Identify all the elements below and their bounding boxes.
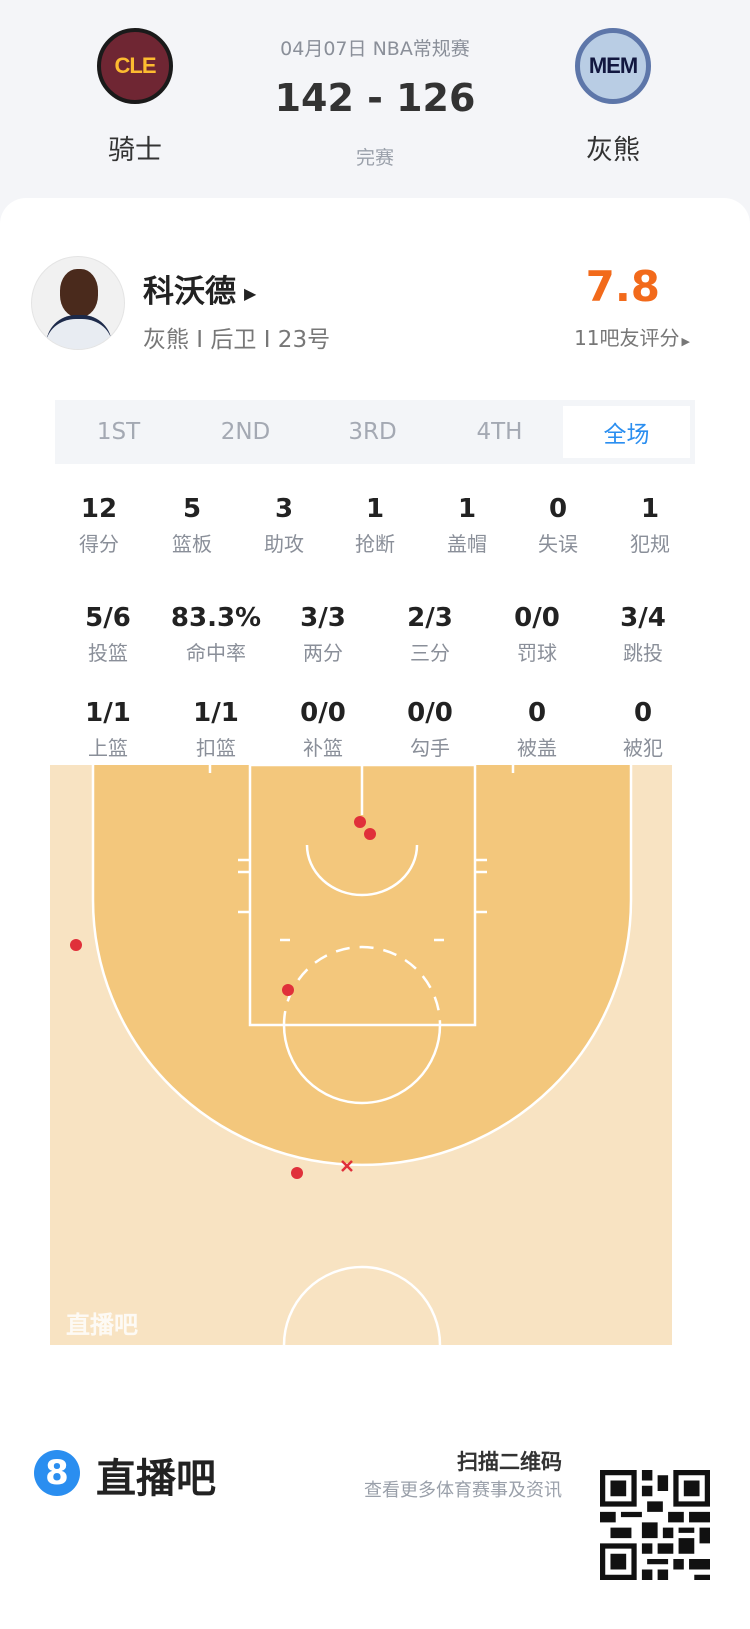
stat-label: 两分	[303, 641, 343, 665]
stat-value: 5	[182, 494, 202, 524]
stat-value: 0	[527, 698, 547, 728]
stat-value: 5/6	[85, 603, 131, 633]
stat-value: 83.3%	[170, 603, 262, 633]
stat-label: 篮板	[172, 532, 212, 556]
tab-full-game[interactable]: 全场	[563, 406, 690, 458]
stat-label: 被犯	[623, 736, 663, 760]
stat-value: 0/0	[514, 603, 560, 633]
mem-logo: MEM	[575, 28, 651, 104]
stat-value: 3	[274, 494, 294, 524]
three-point-area	[93, 765, 631, 1165]
home-team[interactable]: CLE 骑士	[75, 28, 195, 167]
stat-label: 投篮	[88, 641, 128, 665]
shot-made	[291, 1167, 303, 1179]
player-name: 科沃德	[143, 274, 236, 310]
brand-name: 直播吧	[96, 1456, 216, 1502]
court-lines	[91, 765, 633, 1345]
match-score: 142 - 126	[274, 76, 476, 120]
stat-rebounds: 5 篮板	[137, 494, 247, 557]
stat-value: 0/0	[407, 698, 453, 728]
stat-value: 1/1	[85, 698, 131, 728]
stat-dunk: 1/1 扣篮	[161, 698, 271, 761]
stat-value: 1/1	[193, 698, 239, 728]
stat-3pt: 2/3 三分	[375, 603, 485, 666]
stat-label: 三分	[410, 641, 450, 665]
shot-made	[354, 816, 366, 828]
stat-assists: 3 助攻	[229, 494, 339, 557]
stat-label: 罚球	[517, 641, 557, 665]
period-tabs: 1ST 2ND 3RD 4TH 全场	[55, 400, 695, 464]
stat-value: 0/0	[300, 698, 346, 728]
shot-made	[70, 939, 82, 951]
stat-value: 0	[548, 494, 568, 524]
match-status: 完赛	[355, 147, 394, 169]
stat-fouled: 0 被犯	[588, 698, 698, 761]
stat-label: 盖帽	[447, 532, 487, 556]
stat-value: 0	[633, 698, 653, 728]
caret-right-icon: ▶	[244, 284, 257, 303]
tab-1st[interactable]: 1ST	[96, 419, 141, 445]
shot-markers	[70, 816, 376, 1179]
stat-value: 1	[365, 494, 385, 524]
stat-fg: 5/6 投篮	[53, 603, 163, 666]
stat-label: 失误	[538, 532, 578, 556]
stat-label: 命中率	[186, 641, 246, 665]
home-team-name: 骑士	[108, 135, 162, 166]
court-watermark: 直播吧	[66, 1311, 138, 1339]
tab-3rd[interactable]: 3RD	[348, 419, 397, 445]
stat-fouls: 1 犯规	[595, 494, 705, 557]
away-team[interactable]: MEM 灰熊	[553, 28, 673, 167]
stat-label: 上篮	[88, 736, 128, 760]
stat-label: 扣篮	[196, 736, 236, 760]
stat-label: 抢断	[355, 532, 395, 556]
shot-missed	[341, 1160, 353, 1172]
stat-value: 1	[457, 494, 477, 524]
brand-logo-icon: 8	[34, 1450, 80, 1496]
stat-hook: 0/0 勾手	[375, 698, 485, 761]
stat-fg-pct: 83.3% 命中率	[161, 603, 271, 666]
away-team-name: 灰熊	[586, 135, 640, 166]
match-date-league: 04月07日 NBA常规赛	[280, 38, 470, 60]
stat-label: 得分	[79, 532, 119, 556]
stat-points: 12 得分	[44, 494, 154, 557]
stat-ft: 0/0 罚球	[482, 603, 592, 666]
stat-turnovers: 0 失误	[503, 494, 613, 557]
stat-blocks: 1 盖帽	[412, 494, 522, 557]
stat-value: 2/3	[407, 603, 453, 633]
player-rating: 7.8	[585, 262, 660, 311]
stat-layup: 1/1 上篮	[53, 698, 163, 761]
stat-value: 12	[80, 494, 118, 524]
cle-logo: CLE	[97, 28, 173, 104]
stat-label: 犯规	[630, 532, 670, 556]
shot-made	[282, 984, 294, 996]
shot-made	[364, 828, 376, 840]
rating-count-link[interactable]: 11吧友评分 ▶	[520, 322, 690, 351]
shot-chart-court: 直播吧	[50, 765, 672, 1345]
player-meta: 灰熊 I 后卫 I 23号	[143, 327, 331, 353]
stat-blocked: 0 被盖	[482, 698, 592, 761]
stat-label: 跳投	[623, 641, 663, 665]
player-name-link[interactable]: 科沃德 ▶	[143, 266, 256, 311]
stat-value: 1	[640, 494, 660, 524]
stat-2pt: 3/3 两分	[268, 603, 378, 666]
rating-count: 11吧友评分	[574, 326, 680, 350]
stat-label: 勾手	[410, 736, 450, 760]
stat-value: 3/3	[300, 603, 346, 633]
stat-value: 3/4	[620, 603, 666, 633]
stat-jumpshot: 3/4 跳投	[588, 603, 698, 666]
stat-label: 补篮	[303, 736, 343, 760]
stat-putback: 0/0 补篮	[268, 698, 378, 761]
tab-4th[interactable]: 4TH	[476, 419, 523, 445]
scan-title: 扫描二维码	[457, 1450, 562, 1474]
scan-subtitle: 查看更多体育赛事及资讯	[364, 1480, 562, 1501]
stat-label: 助攻	[264, 532, 304, 556]
caret-right-icon: ▶	[681, 335, 690, 348]
player-avatar	[31, 256, 125, 350]
stat-steals: 1 抢断	[320, 494, 430, 557]
qr-code	[600, 1470, 710, 1580]
stat-label: 被盖	[517, 736, 557, 760]
tab-2nd[interactable]: 2ND	[220, 419, 271, 445]
